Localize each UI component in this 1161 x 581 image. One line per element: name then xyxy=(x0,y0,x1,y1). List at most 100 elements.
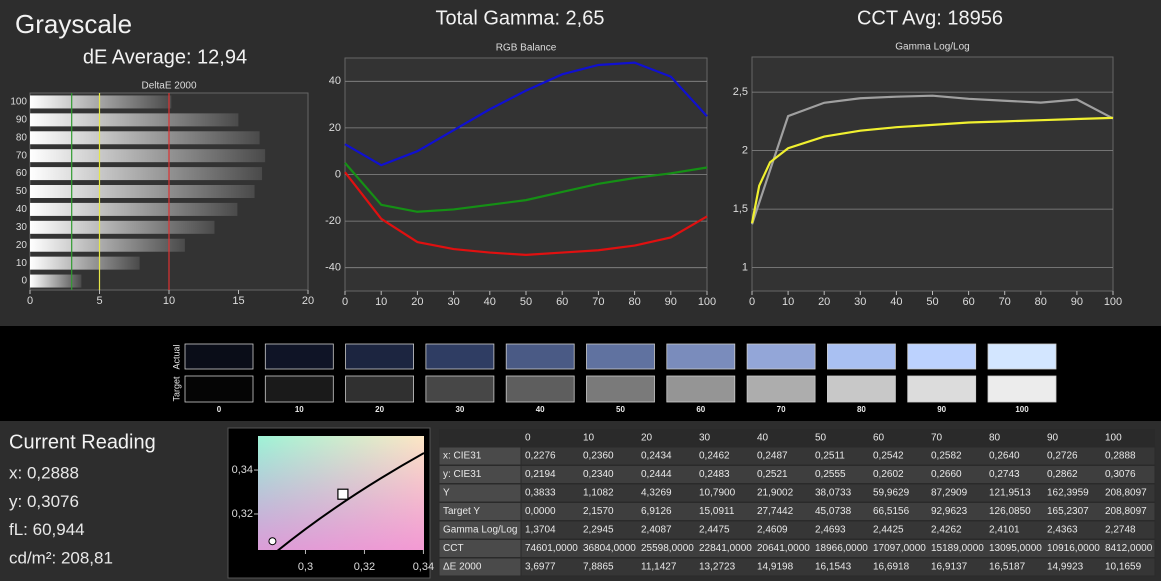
x-tick-label: 10 xyxy=(163,295,175,307)
series-line xyxy=(344,162,708,213)
table-cell: 7,8865 xyxy=(583,562,614,573)
bar xyxy=(30,131,260,145)
bar xyxy=(30,167,263,181)
table-cell: 0,2487 xyxy=(757,451,788,462)
target-swatch xyxy=(746,375,816,403)
measured-point xyxy=(268,537,277,546)
table-cell: 66,5156 xyxy=(873,506,910,517)
actual-swatch xyxy=(425,343,495,370)
x-tick-label: 30 xyxy=(447,296,459,308)
x-tick-label: 0,3 xyxy=(298,561,313,573)
y-tick-label: 40 xyxy=(329,75,341,87)
table-cell: 162,3959 xyxy=(1047,488,1089,499)
table-cell: 2,4262 xyxy=(931,525,962,536)
table-cell: 0,2602 xyxy=(873,469,904,480)
table-cell: 36804,0000 xyxy=(583,543,636,554)
reading-line: cd/m²: 208,81 xyxy=(9,548,113,567)
x-tick-label: 30 xyxy=(854,296,866,308)
swatch-label: 30 xyxy=(455,405,464,414)
target-swatch xyxy=(345,375,415,403)
x-tick-label: 90 xyxy=(665,296,677,308)
target-swatch xyxy=(827,375,896,403)
bar xyxy=(30,220,215,234)
table-cell: 2,4101 xyxy=(989,525,1020,536)
table-cell: 0,2276 xyxy=(525,451,556,462)
table-cell: 0,3833 xyxy=(525,488,556,499)
y-tick-label: 1,5 xyxy=(733,203,748,215)
chart-title: DeltaE 2000 xyxy=(141,81,196,92)
column-header: 40 xyxy=(757,433,769,444)
actual-swatch xyxy=(827,343,896,370)
table-cell: 2,4609 xyxy=(757,525,788,536)
target-swatch xyxy=(586,375,655,403)
table-cell: 38,0733 xyxy=(815,488,852,499)
x-tick-label: 70 xyxy=(592,296,604,308)
table-cell: 0,2660 xyxy=(931,469,962,480)
table-cell: 59,9629 xyxy=(873,488,910,499)
category-label: 80 xyxy=(16,132,28,143)
x-tick-label: 90 xyxy=(1071,296,1083,308)
target-swatch xyxy=(264,375,334,403)
bar xyxy=(30,256,140,270)
swatch-label: 90 xyxy=(937,405,946,414)
table-cell: 16,5187 xyxy=(989,562,1026,573)
table-cell: 0,2444 xyxy=(641,469,672,480)
table-cell: 20641,0000 xyxy=(757,543,810,554)
table-cell: 0,2862 xyxy=(1047,469,1078,480)
table-cell: 10,1659 xyxy=(1105,562,1142,573)
table-cell: 2,2945 xyxy=(583,525,614,536)
swatch-band xyxy=(0,326,1161,421)
column-header: 20 xyxy=(641,433,653,444)
table-cell: 25598,0000 xyxy=(641,543,694,554)
row-label: Gamma Log/Log xyxy=(443,525,518,536)
x-tick-label: 20 xyxy=(302,295,314,307)
bar xyxy=(30,238,185,252)
x-tick-label: 50 xyxy=(926,296,938,308)
target-swatch xyxy=(184,375,254,403)
table-cell: 0,2434 xyxy=(641,451,672,462)
actual-swatch xyxy=(666,343,736,370)
table-cell: 17097,0000 xyxy=(873,543,926,554)
table-cell: 15189,0000 xyxy=(931,543,984,554)
x-tick-label: 15 xyxy=(232,295,244,307)
table-cell: 16,6918 xyxy=(873,562,910,573)
table-cell: 0,2888 xyxy=(1105,451,1136,462)
column-header: 50 xyxy=(815,433,827,444)
actual-swatch xyxy=(586,343,655,370)
table-cell: 0,3076 xyxy=(1105,469,1136,480)
actual-swatch xyxy=(264,343,334,370)
target-swatch xyxy=(987,375,1057,403)
actual-swatch xyxy=(184,343,254,370)
table-cell: 0,0000 xyxy=(525,506,556,517)
table-cell: 2,4475 xyxy=(699,525,730,536)
table-cell: 0,2483 xyxy=(699,469,730,480)
swatch-label: 100 xyxy=(1015,405,1029,414)
x-tick-label: 0 xyxy=(342,296,348,308)
column-header: 10 xyxy=(583,433,595,444)
table-cell: 11,1427 xyxy=(641,562,677,573)
x-tick-label: 20 xyxy=(411,296,423,308)
column-header: 90 xyxy=(1047,433,1059,444)
x-tick-label: 0 xyxy=(749,296,755,308)
x-tick-label: 100 xyxy=(698,296,716,308)
table-cell: 0,2555 xyxy=(815,469,846,480)
category-label: 90 xyxy=(16,115,28,126)
table-cell: 21,9002 xyxy=(757,488,794,499)
series-line xyxy=(750,94,1114,225)
table-cell: 74601,0000 xyxy=(525,543,578,554)
table-cell: 10916,0000 xyxy=(1047,543,1100,554)
table-cell: 6,9126 xyxy=(641,506,672,517)
x-tick-label: 40 xyxy=(484,296,496,308)
table-cell: 0,2194 xyxy=(525,469,556,480)
bar xyxy=(30,95,172,109)
y-tick-label: 2,5 xyxy=(733,86,748,98)
table-cell: 0,2743 xyxy=(989,469,1020,480)
bar xyxy=(30,274,82,288)
y-tick-label: -20 xyxy=(325,215,341,227)
table-cell: 18966,0000 xyxy=(815,543,868,554)
table-cell: 0,2521 xyxy=(757,469,788,480)
table-cell: 1,1082 xyxy=(583,488,614,499)
table-cell: 0,2360 xyxy=(583,451,614,462)
